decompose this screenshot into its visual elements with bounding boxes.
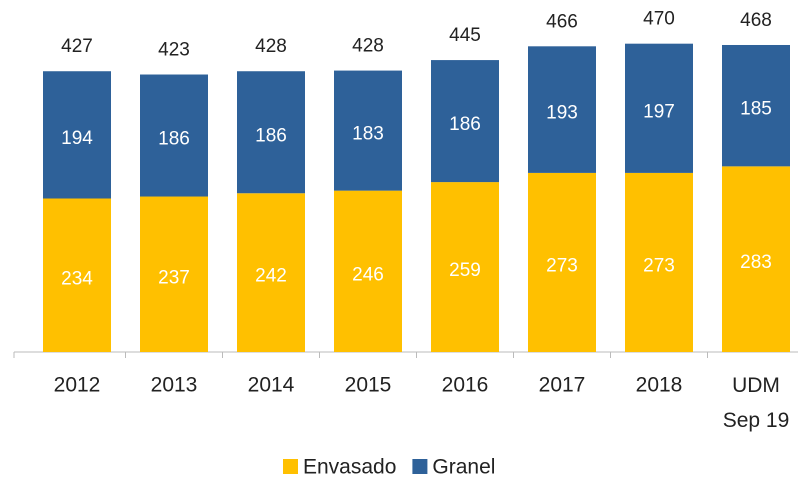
value-label: 273 [546, 255, 578, 276]
legend-swatch [412, 459, 428, 474]
value-label: 234 [61, 268, 93, 289]
value-label: 185 [740, 99, 772, 120]
x-tick-label: 2012 [54, 374, 101, 397]
total-label: 468 [740, 10, 772, 31]
value-label: 194 [61, 128, 93, 149]
x-tick-label: 2015 [345, 374, 392, 397]
bar-segment [722, 166, 790, 352]
total-label: 470 [643, 9, 675, 30]
legend-label: Granel [432, 456, 495, 479]
x-tick-label: UDM Sep 19 [723, 374, 790, 432]
legend-label: Envasado [303, 456, 396, 479]
x-tick-label: 2017 [539, 374, 586, 397]
value-label: 246 [352, 264, 384, 285]
total-label: 428 [255, 36, 287, 57]
bar-segment [43, 71, 111, 199]
total-label: 445 [449, 25, 481, 46]
bar-segment [625, 172, 693, 352]
bar-segment [722, 44, 790, 167]
value-label: 186 [158, 129, 190, 150]
value-label: 273 [643, 255, 675, 276]
bar-segment [140, 196, 208, 352]
bar-segment [43, 198, 111, 352]
bar-segment [431, 182, 499, 352]
bar-segment [334, 190, 402, 352]
value-label: 183 [352, 124, 384, 145]
bar-segment [237, 71, 305, 194]
x-tick-label: 2018 [636, 374, 683, 397]
bar-segment [140, 74, 208, 197]
value-label: 283 [740, 252, 772, 273]
x-tick-label: 2013 [151, 374, 198, 397]
value-label: 193 [546, 103, 578, 124]
bar-segment [431, 60, 499, 183]
value-label: 242 [255, 266, 287, 287]
bar-segment [528, 46, 596, 173]
value-label: 259 [449, 260, 481, 281]
bar-segment [334, 70, 402, 191]
value-label: 186 [255, 125, 287, 146]
total-label: 428 [352, 36, 384, 57]
x-tick-label: 2014 [248, 374, 295, 397]
value-label: 197 [643, 101, 675, 122]
total-label: 427 [61, 36, 93, 57]
x-tick-label: 2016 [442, 374, 489, 397]
value-label: 186 [449, 114, 481, 135]
value-label: 237 [158, 267, 190, 288]
legend-swatch [283, 459, 298, 474]
bar-segment [237, 193, 305, 352]
total-label: 466 [546, 11, 578, 32]
bar-segment [625, 43, 693, 173]
bar-segment [528, 172, 596, 352]
total-label: 423 [158, 40, 190, 61]
